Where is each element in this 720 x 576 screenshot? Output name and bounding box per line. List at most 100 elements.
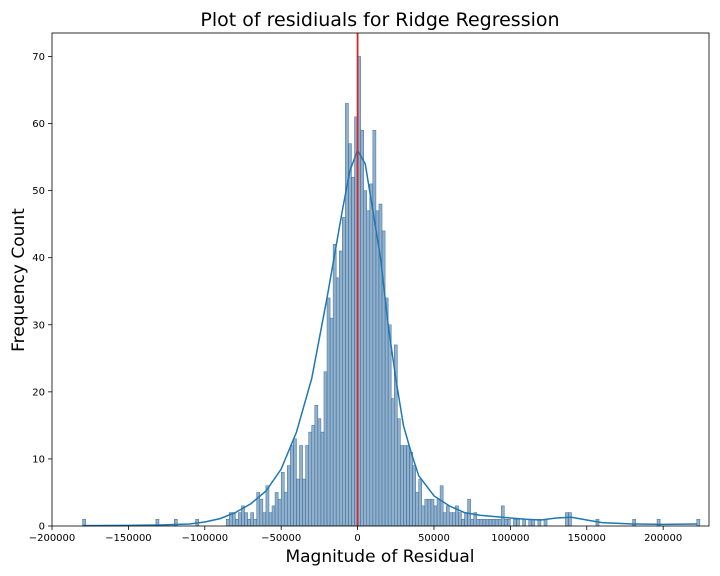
- histogram-bar: [387, 324, 392, 527]
- histogram-bar: [516, 519, 520, 527]
- histogram-bar: [238, 512, 242, 527]
- histogram-bar: [314, 405, 319, 527]
- histogram-bar: [345, 103, 349, 527]
- histogram-bar: [565, 512, 569, 527]
- histogram-bar: [497, 519, 502, 527]
- histogram-bar: [485, 519, 490, 527]
- histogram-bar: [436, 498, 441, 527]
- histogram-bar: [439, 485, 444, 527]
- y-tick-label: 20: [32, 387, 45, 398]
- histogram-bar: [299, 445, 303, 527]
- kde-curve: [82, 148, 697, 527]
- histogram-bar: [244, 512, 248, 527]
- kde-curve-layer: [82, 148, 697, 527]
- histogram-bar: [293, 438, 297, 527]
- histogram-bar: [449, 512, 453, 527]
- histogram-bar: [296, 478, 300, 527]
- histogram-bar: [320, 431, 325, 527]
- histogram-bar: [360, 130, 364, 527]
- x-axis-ticks: −200000 −150000 −100000 −50000 0 50000 100000 1…: [29, 526, 682, 544]
- histogram-bar: [500, 505, 505, 527]
- histogram-bar: [427, 498, 432, 527]
- histogram-bar: [342, 217, 346, 527]
- x-tick-label: −50000: [261, 533, 301, 544]
- x-tick-label: 200000: [644, 533, 682, 544]
- histogram-bar: [280, 472, 285, 527]
- histogram-bar: [384, 297, 389, 527]
- histogram-bar: [317, 418, 322, 527]
- histogram-bar: [332, 244, 337, 527]
- histogram-bar: [403, 445, 407, 527]
- chart-title: Plot of residiuals for Ridge Regression: [200, 9, 559, 31]
- histogram-bar: [253, 519, 257, 527]
- histogram-bar: [271, 505, 276, 527]
- x-tick-label: −150000: [105, 533, 152, 544]
- histogram-bar: [461, 519, 465, 527]
- y-tick-label: 10: [32, 454, 45, 465]
- histogram-bar: [504, 519, 508, 527]
- histogram-bar: [445, 505, 450, 527]
- histogram-bar: [390, 398, 395, 527]
- histogram-bar: [400, 445, 404, 527]
- histogram-bar: [476, 519, 481, 527]
- histogram-bar: [470, 519, 474, 527]
- y-axis-ticks: 0 10 20 30 40 50 60 70: [32, 52, 52, 533]
- histogram-bar: [482, 519, 487, 527]
- histogram-bar: [311, 425, 316, 527]
- histogram-bar: [696, 519, 701, 527]
- y-tick-label: 60: [32, 119, 45, 130]
- histogram-bar: [351, 176, 355, 527]
- histogram-bar: [522, 519, 526, 527]
- histogram-bar: [250, 512, 254, 527]
- histogram-bar: [494, 519, 499, 527]
- histogram-bar: [464, 512, 468, 527]
- histogram-bar: [225, 519, 230, 527]
- y-tick-label: 0: [39, 522, 45, 533]
- histogram-bar: [375, 210, 380, 527]
- histogram-bar: [277, 498, 282, 527]
- histogram-bar: [452, 512, 456, 527]
- histogram-bar: [274, 492, 279, 527]
- y-tick-label: 70: [32, 52, 45, 63]
- histogram-bar: [568, 512, 572, 527]
- histogram-bar: [232, 512, 236, 527]
- histogram-bar: [329, 317, 334, 527]
- histogram-bar: [424, 498, 429, 527]
- histogram-bar: [283, 492, 288, 527]
- histogram-bar: [369, 183, 374, 527]
- histogram-bar: [308, 431, 313, 527]
- histogram-bar: [305, 445, 309, 527]
- histogram-bar: [479, 519, 484, 527]
- histogram-bar: [507, 519, 511, 527]
- x-tick-label: −200000: [29, 533, 76, 544]
- x-tick-label: 0: [354, 533, 360, 544]
- histogram-bar: [262, 512, 267, 527]
- x-axis-label: Magnitude of Residual: [285, 547, 474, 567]
- x-tick-label: 150000: [568, 533, 606, 544]
- histogram-bar: [632, 519, 636, 527]
- histogram-bar: [268, 512, 273, 527]
- histogram-bar: [287, 465, 291, 527]
- histogram-bar: [235, 519, 239, 527]
- histogram-bar: [418, 478, 423, 527]
- histogram-bar: [528, 519, 533, 527]
- histogram-bar: [458, 512, 462, 527]
- histogram-bar: [543, 519, 548, 527]
- histogram-bar: [348, 143, 352, 527]
- histogram-bar: [259, 498, 264, 527]
- histogram-bar: [335, 277, 340, 527]
- plot-frame: [51, 32, 710, 527]
- histogram-bar: [412, 465, 416, 527]
- y-tick-label: 50: [32, 186, 45, 197]
- histogram-bar: [265, 485, 270, 527]
- histogram-bar: [513, 519, 517, 527]
- histogram-bar: [366, 210, 371, 527]
- histogram-bar: [363, 190, 368, 527]
- histogram-bar: [323, 371, 328, 527]
- x-tick-label: 50000: [418, 533, 450, 544]
- histogram-bar: [409, 451, 413, 527]
- histogram-bar: [491, 519, 496, 527]
- histogram-bar: [326, 297, 331, 527]
- histogram-bar: [421, 505, 426, 527]
- histogram-bar: [415, 492, 419, 527]
